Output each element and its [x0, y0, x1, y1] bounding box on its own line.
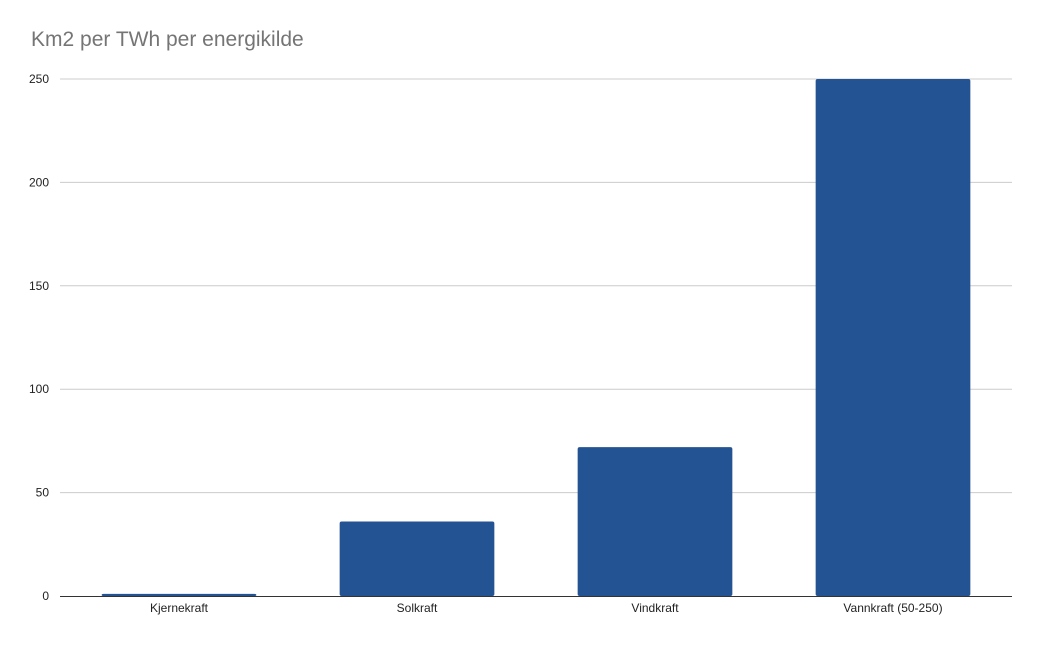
y-tick-label: 50 [36, 486, 50, 500]
bars [101, 79, 971, 596]
x-tick-label: Vindkraft [631, 601, 679, 615]
y-tick-label: 250 [29, 72, 49, 86]
bar-kjernekraft [101, 593, 257, 596]
chart-title: Km2 per TWh per energikilde [31, 28, 304, 51]
bar-vindkraft [577, 447, 733, 596]
y-tick-label: 100 [29, 382, 49, 396]
bar-vannkraft-50-250 [815, 79, 971, 596]
y-tick-label: 200 [29, 175, 49, 189]
x-tick-label: Kjernekraft [150, 601, 209, 615]
x-tick-label: Solkraft [397, 601, 438, 615]
y-axis-ticks: 0 50 100 150 200 250 [29, 72, 49, 603]
y-tick-label: 150 [29, 279, 49, 293]
x-tick-label: Vannkraft (50-250) [843, 601, 942, 615]
y-tick-label: 0 [42, 589, 49, 603]
x-axis-ticks: Kjernekraft Solkraft Vindkraft Vannkraft (5… [150, 601, 943, 615]
bar-solkraft [339, 521, 495, 596]
